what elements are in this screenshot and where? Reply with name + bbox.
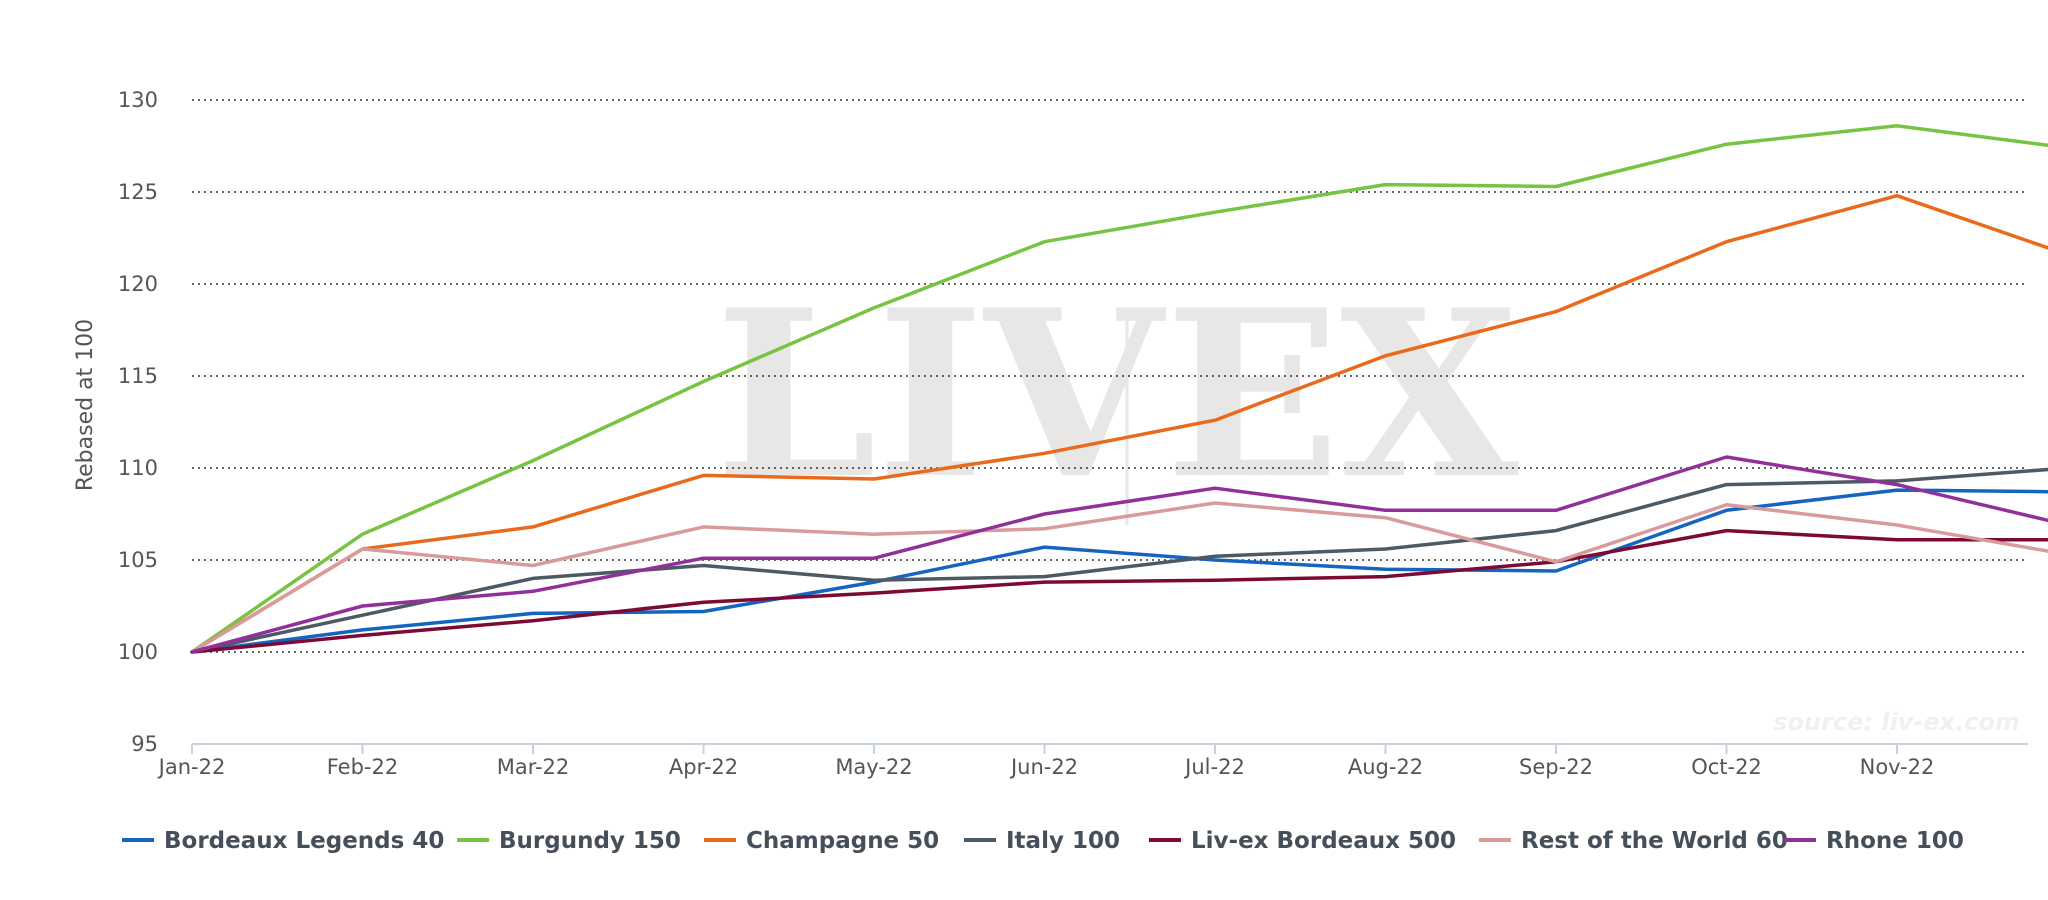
legend-label: Champagne 50 xyxy=(746,828,939,854)
y-tick-label: 120 xyxy=(118,272,158,296)
y-tick-label: 105 xyxy=(118,548,158,572)
legend-item: Burgundy 150 xyxy=(457,828,681,854)
legend-label: Bordeaux Legends 40 xyxy=(164,828,444,854)
x-tick-label: Jun-22 xyxy=(1009,755,1078,779)
x-tick-label: Oct-22 xyxy=(1691,755,1762,779)
y-axis-title: Rebased at 100 xyxy=(73,319,98,491)
legend-item: Rhone 100 xyxy=(1784,828,1964,854)
series-lines xyxy=(190,124,2048,654)
legend-label: Rhone 100 xyxy=(1826,828,1964,854)
legend-item: Champagne 50 xyxy=(704,828,939,854)
series-line-italy-100 xyxy=(190,467,2048,654)
legend-item: Italy 100 xyxy=(964,828,1120,854)
y-tick-label: 100 xyxy=(118,640,158,664)
gridlines xyxy=(192,99,2028,653)
y-tick-label: 110 xyxy=(118,456,158,480)
y-tick-label: 95 xyxy=(131,732,158,756)
legend-label: Italy 100 xyxy=(1006,828,1120,854)
x-tick-label: Apr-22 xyxy=(669,755,738,779)
x-tick-label: May-22 xyxy=(835,755,912,779)
x-tick-label: Nov-22 xyxy=(1860,755,1935,779)
legend-label: Burgundy 150 xyxy=(499,828,681,854)
legend-item: Rest of the World 60 xyxy=(1479,828,1788,854)
y-tick-label: 125 xyxy=(118,180,158,204)
x-tick-label: Aug-22 xyxy=(1348,755,1423,779)
watermark-ex: EX xyxy=(1165,260,1519,530)
legend-item: Bordeaux Legends 40 xyxy=(122,828,444,854)
series-line-rhone-100 xyxy=(190,455,2048,654)
legend-label: Liv-ex Bordeaux 500 xyxy=(1191,828,1456,854)
x-tick-label: Jan-22 xyxy=(157,755,226,779)
series-line-burgundy-150 xyxy=(190,124,2048,654)
legend-item: Liv-ex Bordeaux 500 xyxy=(1149,828,1456,854)
x-tick-label: Feb-22 xyxy=(327,755,398,779)
watermark-liv: LIV xyxy=(715,260,1166,530)
y-tick-label: 115 xyxy=(118,364,158,388)
series-line-champagne-50 xyxy=(190,193,2048,654)
x-tick-label: Sep-22 xyxy=(1519,755,1593,779)
series-line-rest-of-the-world-60 xyxy=(190,501,2048,654)
x-axis: Jan-22 Feb-22 Mar-22 Apr-22 May-22 Jun-22 Jul-… xyxy=(157,743,2028,779)
y-axis: 95 100 105 110 115 120 125 130 xyxy=(118,88,158,756)
source-text: source: liv-ex.com xyxy=(1773,708,2020,736)
series-line-liv-ex-bordeaux-500 xyxy=(190,528,2048,654)
y-tick-label: 130 xyxy=(118,88,158,112)
x-tick-label: Mar-22 xyxy=(497,755,570,779)
legend: Bordeaux Legends 40 Burgundy 150 Champagne… xyxy=(122,828,1964,854)
legend-label: Rest of the World 60 xyxy=(1521,828,1788,854)
x-tick-label: Jul-22 xyxy=(1183,755,1245,779)
